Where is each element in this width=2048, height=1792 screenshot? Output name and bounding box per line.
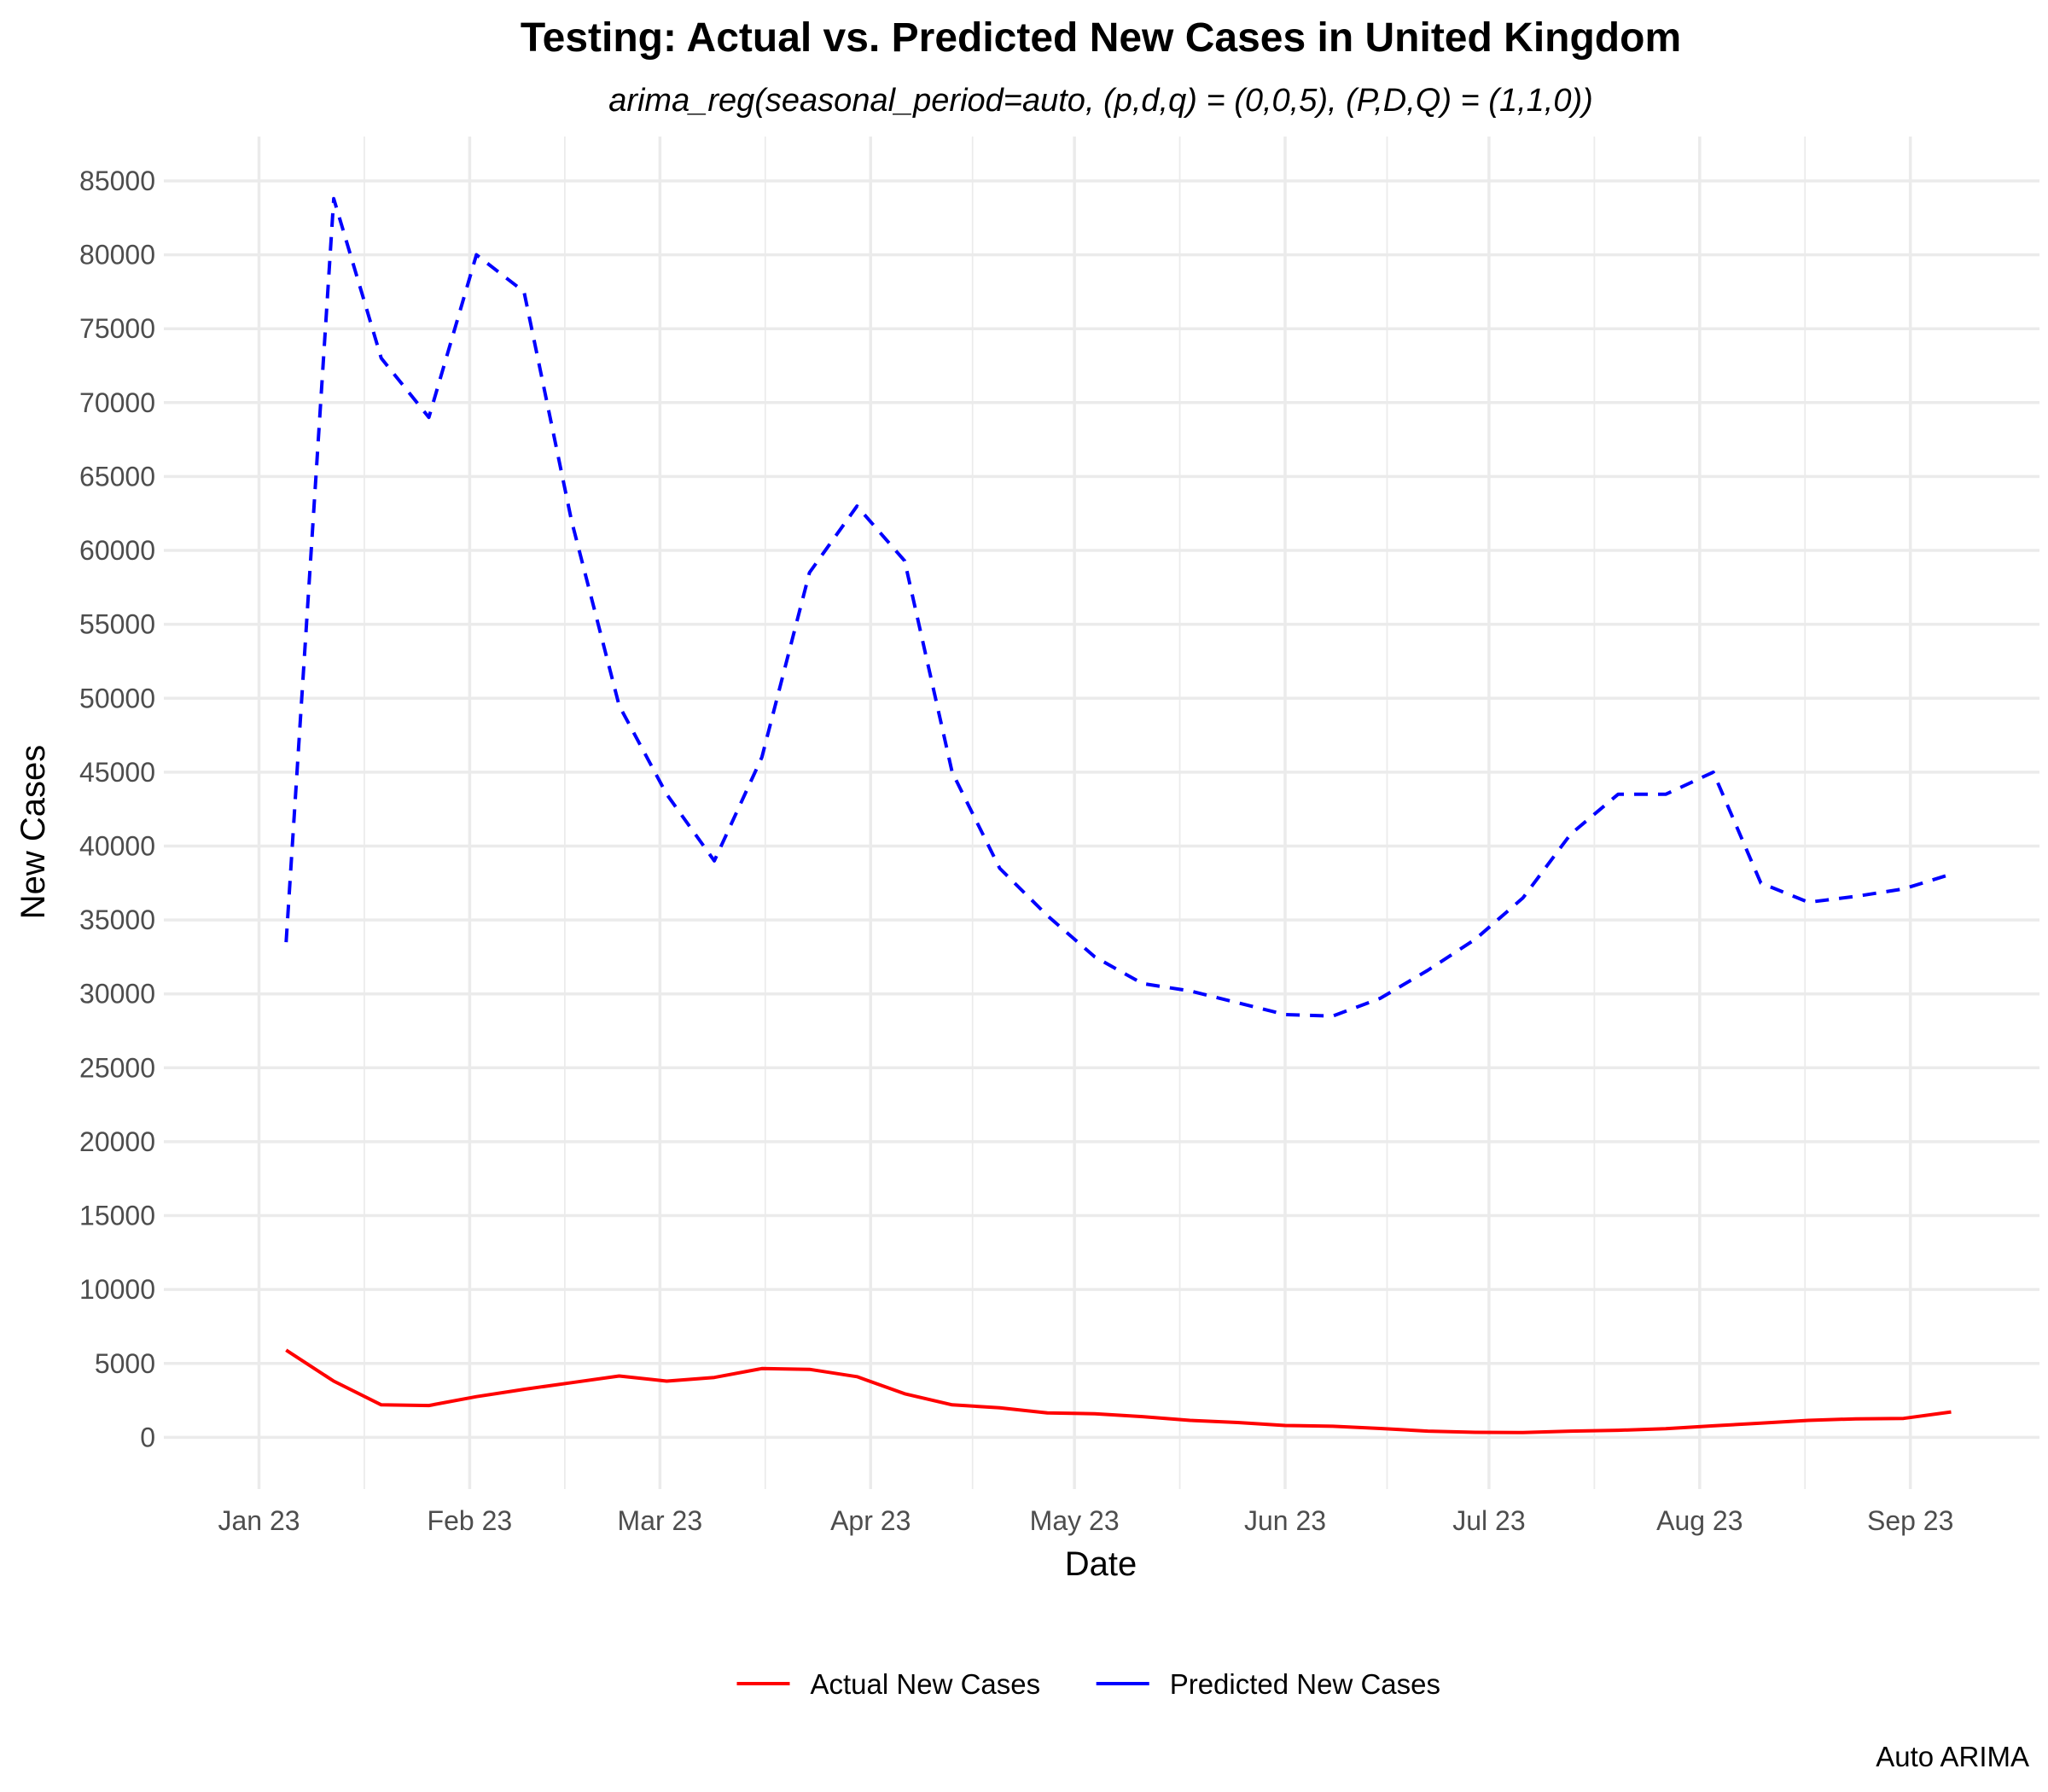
- x-tick-label: Aug 23: [1656, 1505, 1743, 1536]
- y-tick-label: 40000: [79, 830, 155, 861]
- y-tick-label: 30000: [79, 979, 155, 1009]
- y-tick-label: 60000: [79, 535, 155, 566]
- y-tick-label: 20000: [79, 1126, 155, 1157]
- y-tick-label: 50000: [79, 683, 155, 713]
- x-tick-label: Mar 23: [618, 1505, 703, 1536]
- x-tick-label: Jul 23: [1452, 1505, 1525, 1536]
- x-tick-label: May 23: [1030, 1505, 1120, 1536]
- y-tick-label: 65000: [79, 461, 155, 492]
- x-tick-label: Apr 23: [830, 1505, 911, 1536]
- y-tick-label: 15000: [79, 1201, 155, 1231]
- y-axis: 0 5000 10000 15000 20000 25000 30000 35000 40000…: [79, 166, 155, 1452]
- chart-title: Testing: Actual vs. Predicted New Cases …: [521, 15, 1681, 61]
- y-tick-label: 10000: [79, 1274, 155, 1305]
- plot-panel: [164, 137, 2039, 1489]
- x-tick-label: Sep 23: [1867, 1505, 1953, 1536]
- y-axis-title: New Cases: [15, 745, 52, 920]
- y-tick-label: 70000: [79, 387, 155, 418]
- y-tick-label: 45000: [79, 757, 155, 788]
- predicted-series-line: [284, 196, 1952, 1018]
- chart-caption: Auto ARIMA: [1876, 1741, 2029, 1772]
- legend: Actual New Cases Predicted New Cases: [736, 1668, 1440, 1700]
- y-tick-label: 85000: [79, 166, 155, 196]
- y-tick-label: 75000: [79, 313, 155, 344]
- y-tick-label: 25000: [79, 1052, 155, 1083]
- legend-item: Actual New Cases: [736, 1668, 1041, 1700]
- legend-label: Predicted New Cases: [1170, 1668, 1440, 1700]
- y-tick-label: 0: [140, 1422, 155, 1452]
- legend-item: Predicted New Cases: [1096, 1668, 1440, 1700]
- legend-label: Actual New Cases: [811, 1668, 1041, 1700]
- x-axis: Jan 23 Feb 23 Mar 23 Apr 23 May 23 Jun 23 Jul …: [218, 1505, 1953, 1536]
- y-tick-label: 55000: [79, 609, 155, 640]
- x-tick-label: Feb 23: [428, 1505, 513, 1536]
- actual-series-line: [285, 1348, 1952, 1434]
- y-tick-label: 80000: [79, 240, 155, 271]
- y-tick-label: 35000: [79, 905, 155, 935]
- series-lines: [284, 196, 1952, 1434]
- x-tick-label: Jun 23: [1244, 1505, 1326, 1536]
- grid: [164, 137, 2039, 1489]
- x-axis-title: Date: [1065, 1545, 1137, 1583]
- y-tick-label: 5000: [95, 1348, 155, 1379]
- chart-subtitle: arima_reg(seasonal_period=auto, (p,d,q) …: [608, 83, 1593, 119]
- x-tick-label: Jan 23: [218, 1505, 300, 1536]
